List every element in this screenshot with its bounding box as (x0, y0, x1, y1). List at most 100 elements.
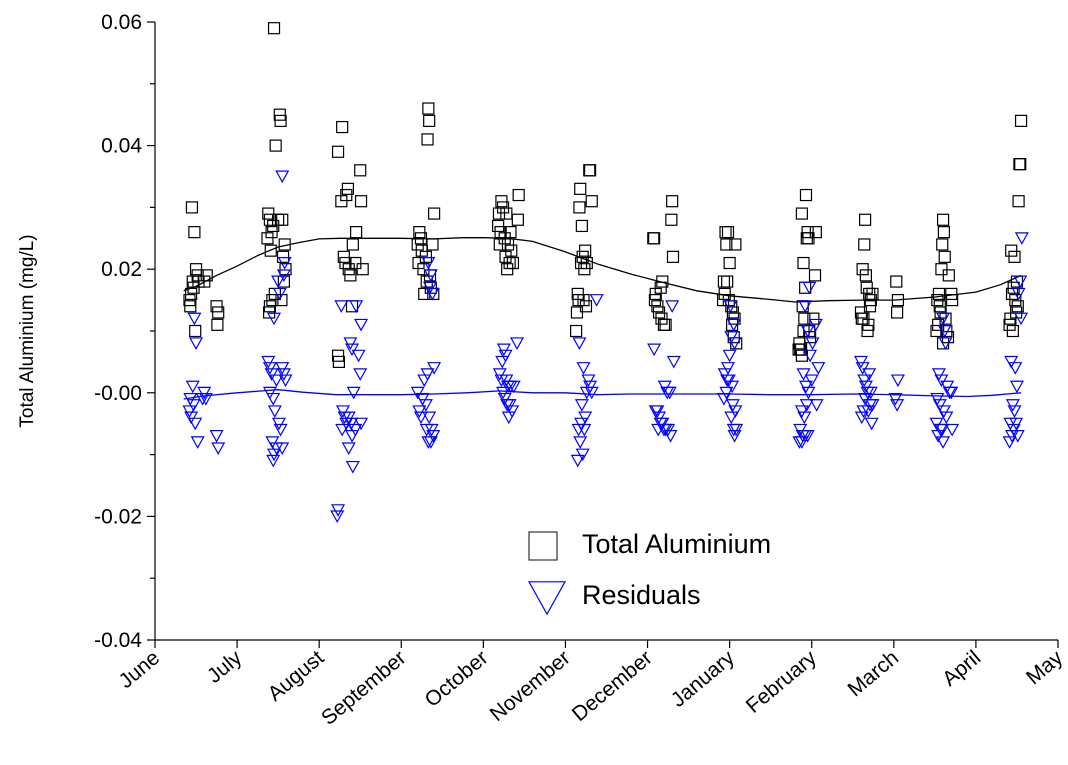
residual-point (412, 405, 427, 418)
residual-point (724, 411, 739, 425)
aluminium-point (279, 263, 292, 276)
residual-point (422, 281, 438, 295)
aluminium-point (807, 312, 820, 325)
aluminium-point (655, 312, 668, 325)
residual-point (344, 430, 360, 443)
aluminium-point (856, 263, 869, 276)
legend: Total Aluminium Residuals (527, 529, 771, 616)
aluminium-point (1011, 300, 1024, 313)
residual-point (1004, 355, 1019, 369)
aluminium-point (261, 232, 274, 245)
aluminium-point (342, 263, 355, 276)
residual-point (1011, 287, 1026, 301)
aluminium-point (583, 164, 596, 177)
residual-point (581, 374, 596, 388)
aluminium-point (336, 120, 349, 134)
aluminium-point (864, 294, 877, 307)
aluminium-point (496, 201, 510, 214)
residual-point (1009, 380, 1024, 394)
residual-point (275, 170, 290, 184)
aluminium-point (337, 250, 350, 263)
residual-point (267, 448, 282, 462)
residual-point (811, 362, 826, 375)
residual-point (800, 325, 815, 338)
residual-point (272, 287, 287, 301)
y-tick-label: -0.04 (94, 629, 142, 652)
aluminium-point (862, 318, 875, 331)
aluminium-point (648, 232, 661, 245)
residual-point (184, 411, 199, 425)
residual-point (931, 430, 946, 443)
residual-point (805, 337, 820, 350)
residual-point (798, 300, 813, 313)
residual-point (496, 343, 511, 357)
residual-point (570, 454, 585, 468)
aluminium-point (266, 294, 279, 307)
aluminium-point (576, 250, 589, 263)
residual-point (422, 411, 437, 425)
residual-point (800, 430, 815, 443)
residual-point (353, 368, 368, 381)
residual-point (273, 423, 288, 437)
residual-point (505, 405, 520, 418)
aluminium-point (863, 300, 877, 313)
residual-point (354, 417, 369, 431)
residual-point (499, 374, 514, 388)
x-tick-label: September (317, 646, 410, 730)
residual-point (420, 368, 435, 381)
aluminium-point (793, 337, 806, 350)
aluminium-point (183, 294, 196, 307)
residual-point (197, 386, 212, 400)
residual-point (343, 337, 358, 350)
residual-point (346, 386, 361, 400)
x-tick-label: May (1022, 646, 1068, 689)
residual-point (583, 380, 598, 394)
residual-point (415, 392, 430, 406)
residual-point (410, 386, 425, 400)
aluminium-point (585, 195, 598, 208)
aluminium-point (574, 182, 587, 195)
residual-point (501, 411, 516, 425)
aluminium-point (495, 195, 508, 208)
aluminium-point (938, 250, 951, 263)
y-tick-label: -0.02 (94, 505, 142, 528)
aluminium-point (936, 213, 950, 226)
aluminium-point (269, 139, 282, 152)
aluminium-point (421, 133, 434, 146)
residual-point (655, 417, 670, 431)
aluminium-point (797, 256, 810, 270)
residual-point (797, 411, 812, 425)
residual-point (727, 430, 742, 443)
residual-point (657, 380, 672, 394)
residual-point (262, 362, 277, 375)
residual-point (1010, 430, 1025, 443)
residual-point (935, 423, 950, 437)
residual-point (801, 386, 816, 400)
residual-point (211, 442, 226, 456)
aluminium-point (267, 22, 281, 35)
residual-point (861, 405, 876, 418)
aluminium-point (577, 294, 590, 307)
aluminium-point (423, 114, 436, 127)
aluminium-point (795, 207, 808, 220)
residual-point (937, 325, 952, 338)
aluminium-point (1013, 158, 1026, 171)
residual-point (794, 436, 809, 449)
residual-point (936, 312, 951, 326)
aluminium-point (354, 195, 368, 208)
residual-point (862, 368, 877, 381)
aluminium-point (411, 238, 424, 251)
residual-point (720, 362, 736, 375)
residual-point (936, 436, 951, 449)
aluminium-point (866, 287, 879, 301)
residual-point (496, 386, 511, 400)
x-tick-label: April (938, 646, 985, 691)
aluminium-point (935, 263, 948, 276)
residual-point (344, 417, 359, 431)
residual-point (725, 380, 740, 394)
aluminium-point (185, 287, 198, 301)
residual-point (510, 337, 525, 350)
residual-point (1008, 362, 1023, 375)
